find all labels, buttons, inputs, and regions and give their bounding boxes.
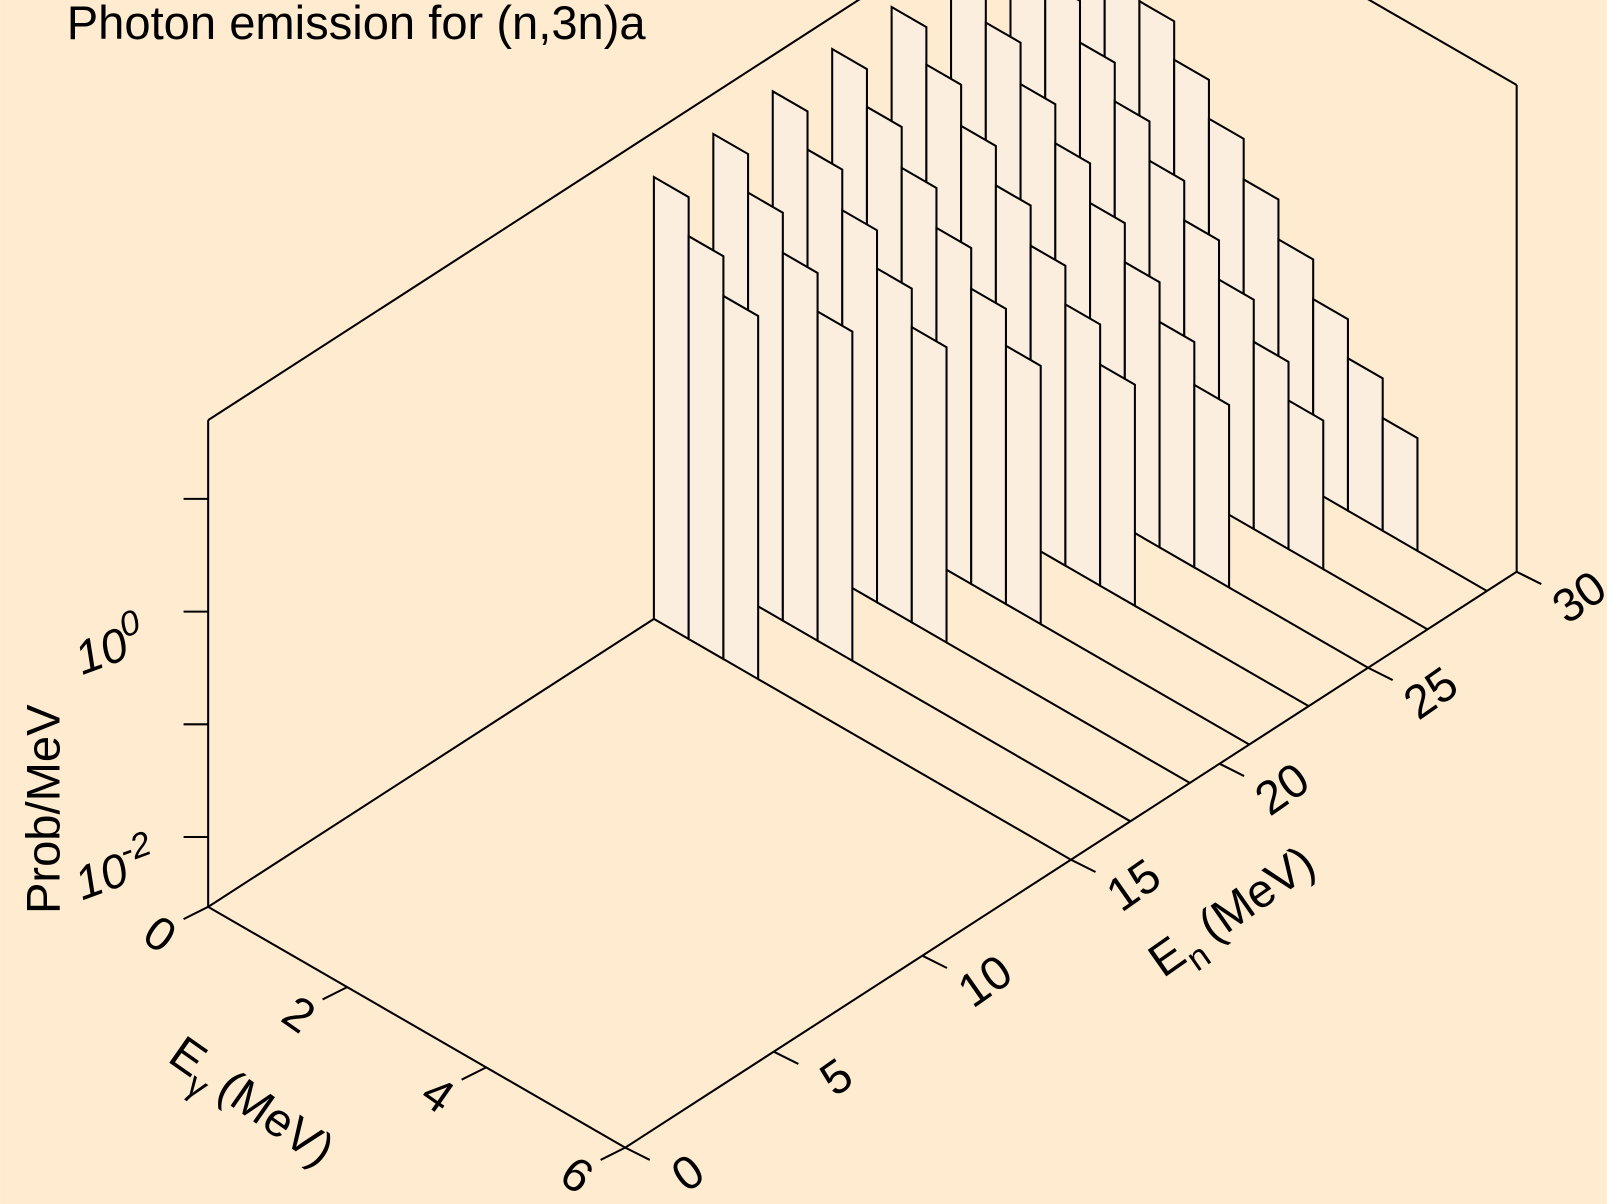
bin — [722, 294, 760, 681]
bin — [652, 175, 690, 641]
x-tick — [461, 1066, 487, 1081]
bin — [1252, 340, 1290, 551]
bin — [1158, 320, 1196, 570]
y-tick — [773, 1050, 799, 1065]
chart-title: Photon emission for (n,3n)a — [67, 0, 647, 49]
bin — [1346, 356, 1384, 533]
slice-baseline — [1322, 568, 1429, 631]
bin — [1381, 416, 1419, 553]
bin — [781, 251, 819, 643]
slice-baseline — [1040, 623, 1250, 746]
x-tick — [322, 986, 348, 1001]
bin — [1193, 383, 1231, 590]
box-edge — [207, 0, 861, 421]
z-axis-label: Prob/MeV — [17, 704, 70, 914]
bin — [910, 325, 948, 645]
x-tick — [600, 1146, 626, 1161]
y-tick — [1516, 570, 1542, 585]
y-tick — [1070, 858, 1096, 873]
bin — [1004, 343, 1042, 626]
bin — [1064, 302, 1102, 588]
y-tick — [921, 954, 948, 969]
slice-baseline — [1416, 549, 1488, 592]
bin — [1287, 398, 1325, 571]
box-edge — [1367, 0, 1518, 86]
y-tick — [1367, 666, 1394, 681]
slice-baseline — [946, 641, 1191, 784]
y-tick — [1219, 762, 1245, 777]
bin — [687, 234, 725, 661]
bin — [875, 266, 913, 625]
bin — [816, 309, 854, 663]
slice-baseline — [1134, 604, 1310, 708]
bin — [1099, 362, 1136, 608]
slice-baseline — [1228, 586, 1369, 669]
y-tick — [624, 1146, 651, 1161]
x-axis — [207, 905, 626, 1149]
x-tick — [183, 905, 209, 921]
bin — [970, 286, 1007, 606]
slice-baseline — [757, 678, 1072, 861]
slice-baseline — [851, 659, 1131, 823]
